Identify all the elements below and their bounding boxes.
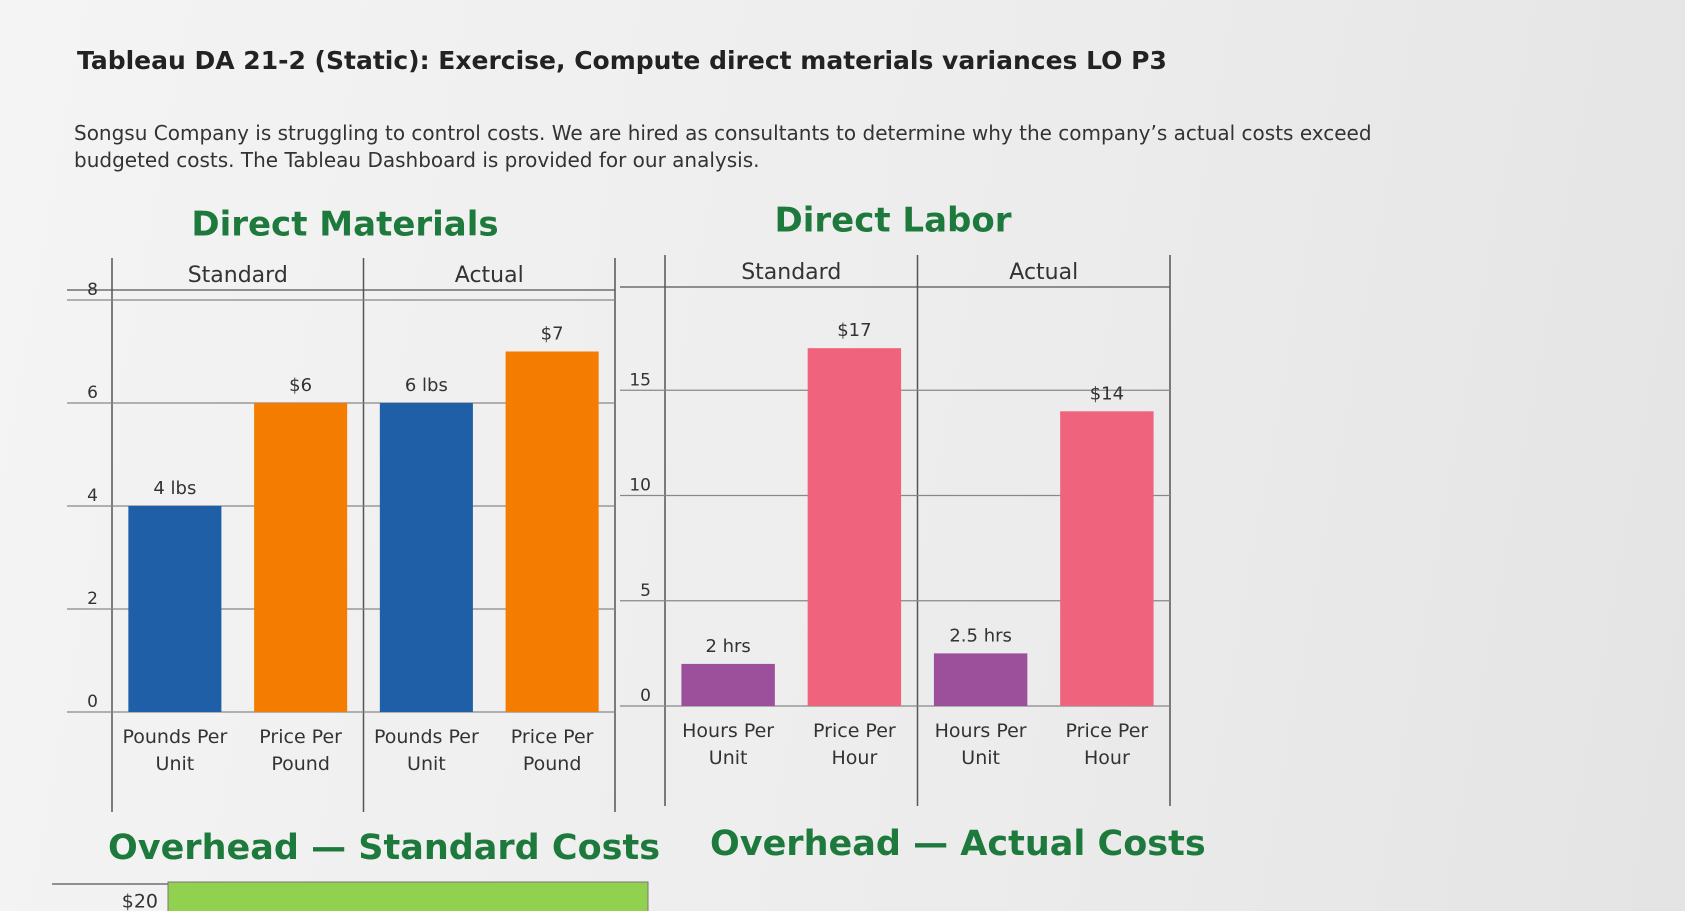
chart-title: Overhead — Standard Costs bbox=[108, 828, 660, 868]
y-tick-label: 2 bbox=[87, 589, 98, 609]
x-tick-label: Price Per Pound bbox=[259, 726, 342, 775]
x-tick-label: Pounds Per Unit bbox=[373, 726, 479, 775]
value-label: 6 lbs bbox=[405, 375, 448, 396]
value-label: $20 bbox=[122, 891, 158, 911]
x-tick-label: Pounds Per Unit bbox=[122, 726, 228, 775]
bar bbox=[505, 351, 599, 712]
bar bbox=[379, 403, 473, 712]
bar bbox=[933, 653, 1028, 706]
bar bbox=[254, 403, 348, 712]
description: Songsu Company is struggling to control … bbox=[74, 121, 1372, 172]
y-tick-label: 0 bbox=[640, 686, 651, 706]
value-label: 2 hrs bbox=[705, 636, 750, 657]
bar bbox=[681, 663, 775, 706]
y-tick-label: 15 bbox=[629, 370, 651, 390]
group-label: Standard bbox=[188, 263, 288, 288]
x-tick-label: Hours Per Unit bbox=[682, 720, 775, 769]
bar bbox=[1060, 411, 1154, 706]
y-tick-label: 10 bbox=[629, 476, 651, 496]
value-label: 2.5 hrs bbox=[949, 625, 1012, 646]
chart-title: Direct Materials bbox=[191, 205, 498, 245]
y-tick-label: 0 bbox=[87, 692, 98, 712]
y-tick-label: 4 bbox=[87, 486, 98, 506]
x-tick-label: Hours Per Unit bbox=[934, 720, 1027, 769]
bar bbox=[167, 881, 649, 911]
x-tick-label: Price Per Hour bbox=[813, 720, 896, 769]
group-label: Actual bbox=[455, 263, 524, 288]
value-label: $17 bbox=[837, 320, 871, 341]
y-tick-label: 6 bbox=[87, 383, 98, 403]
page-title: Tableau DA 21-2 (Static): Exercise, Comp… bbox=[77, 46, 1167, 75]
x-tick-label: Price Per Hour bbox=[1065, 720, 1149, 769]
value-label: 4 lbs bbox=[153, 478, 196, 499]
chart-title: Direct Labor bbox=[774, 201, 1011, 241]
value-label: $6 bbox=[289, 375, 312, 396]
bar bbox=[807, 348, 902, 706]
value-label: $14 bbox=[1090, 383, 1124, 404]
y-tick-label: 8 bbox=[87, 280, 98, 300]
chart-title: Overhead — Actual Costs bbox=[710, 824, 1206, 864]
group-label: Standard bbox=[741, 260, 841, 285]
x-tick-label: Price Per Pound bbox=[510, 726, 594, 775]
y-tick-label: 5 bbox=[640, 581, 651, 601]
group-label: Actual bbox=[1009, 260, 1078, 285]
value-label: $7 bbox=[541, 324, 564, 345]
bar bbox=[128, 506, 222, 712]
